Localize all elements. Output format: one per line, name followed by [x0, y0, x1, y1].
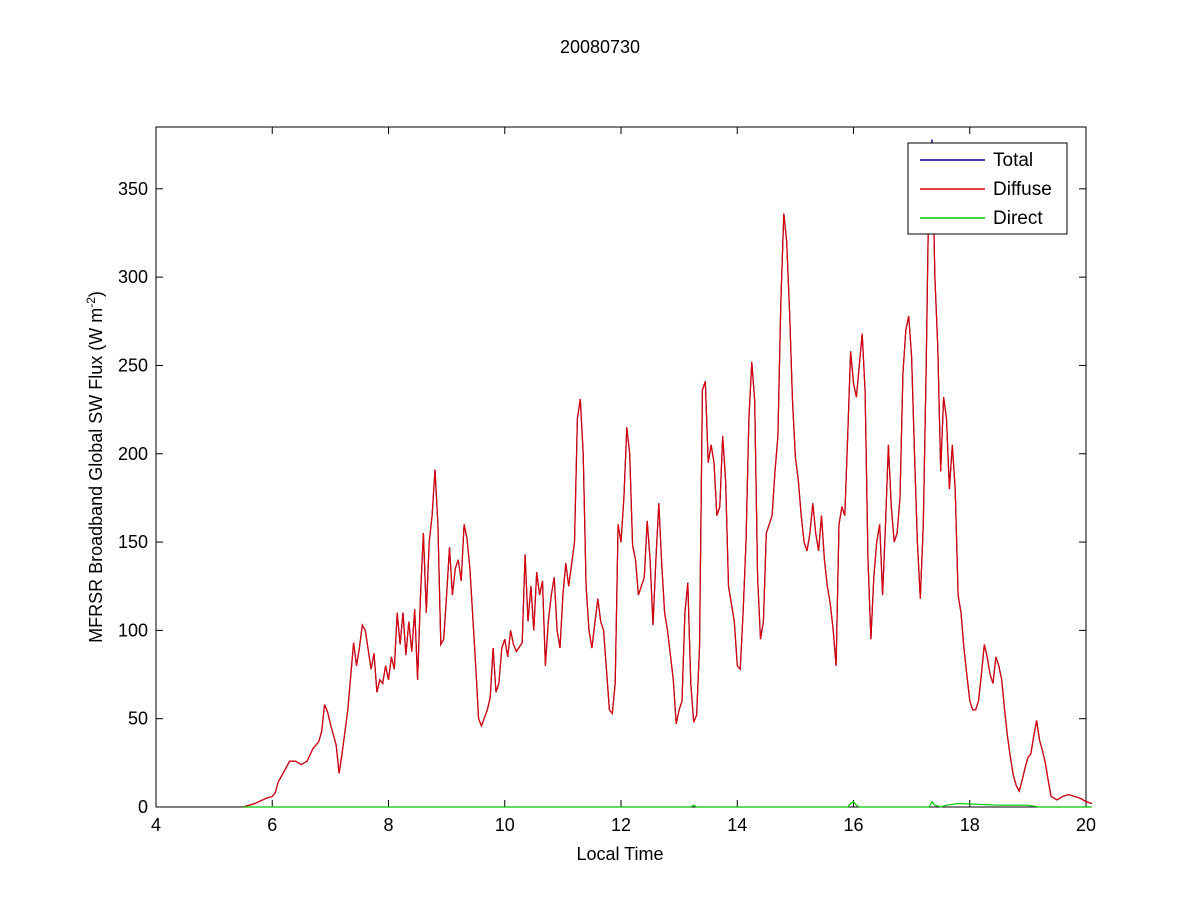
series-line-diffuse [243, 146, 1092, 808]
y-tick-label: 100 [118, 620, 148, 640]
y-tick-label: 300 [118, 267, 148, 287]
y-axis-label-main: MFRSR Broadband Global SW Flux (W m [86, 308, 106, 643]
x-tick-label: 14 [727, 815, 747, 835]
plot-area [155, 126, 1087, 808]
y-tick-label: 0 [138, 797, 148, 817]
x-tick-label: 20 [1076, 815, 1096, 835]
series-layer [243, 139, 1092, 808]
series-line-direct [243, 800, 1092, 808]
x-tick-label: 18 [960, 815, 980, 835]
y-axis-label-superscript: -2 [84, 297, 98, 308]
legend-label-direct: Direct [993, 208, 1043, 229]
y-tick-label: 150 [118, 532, 148, 552]
y-axis-label-close: ) [86, 291, 106, 297]
x-tick-label: 10 [495, 815, 515, 835]
x-tick-label: 4 [151, 815, 161, 835]
x-tick-label: 6 [267, 815, 277, 835]
x-tick-label: 16 [843, 815, 863, 835]
legend-label-diffuse: Diffuse [993, 179, 1052, 200]
legend-label-total: Total [993, 150, 1033, 171]
x-axis: 4 6 8 10 12 14 16 18 20 [151, 127, 1096, 835]
chart-title: 20080730 [560, 37, 640, 57]
y-axis-label: MFRSR Broadband Global SW Flux (W m-2) [84, 291, 106, 643]
y-tick-label: 350 [118, 179, 148, 199]
y-tick-label: 250 [118, 355, 148, 375]
x-tick-label: 8 [383, 815, 393, 835]
y-axis: 0 50 100 150 200 250 300 350 [118, 179, 1086, 817]
y-tick-label: 200 [118, 444, 148, 464]
legend: Total Diffuse Direct [907, 142, 1068, 235]
x-axis-label: Local Time [576, 844, 663, 864]
y-tick-label: 50 [128, 709, 148, 729]
x-tick-label: 12 [611, 815, 631, 835]
